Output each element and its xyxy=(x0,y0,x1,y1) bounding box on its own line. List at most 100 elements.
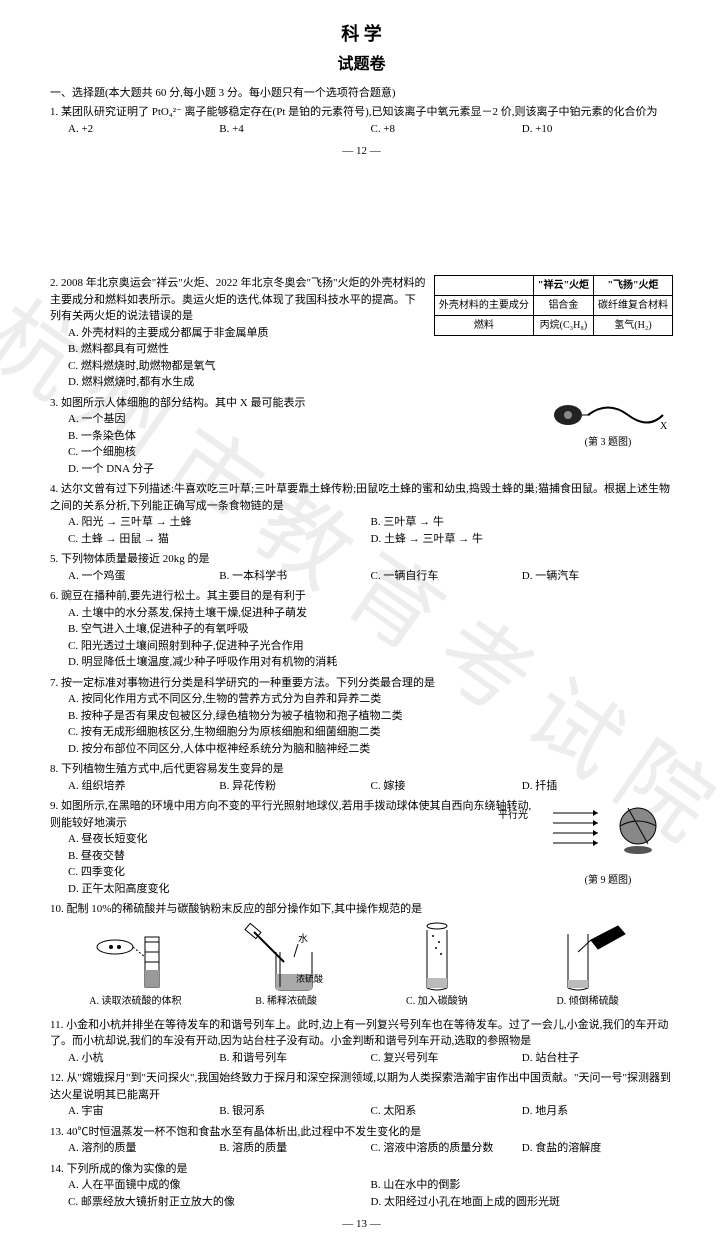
q2-r2c1: 燃料 xyxy=(434,316,533,336)
q12-opt-c: C. 太阳系 xyxy=(371,1103,522,1120)
q5-opt-d: D. 一辆汽车 xyxy=(522,568,673,585)
q6-opt-d: D. 明显降低土壤温度,减少种子呼吸作用对有机物的消耗 xyxy=(50,654,673,671)
q14-text: 14. 下列所成的像为实像的是 xyxy=(50,1163,188,1175)
q2-r1c1: 外壳材料的主要成分 xyxy=(434,296,533,316)
q10-opt-b: B. 稀释浓硫酸 xyxy=(211,994,362,1009)
q11-opt-c: C. 复兴号列车 xyxy=(371,1050,522,1067)
q6-opt-a: A. 土壤中的水分蒸发,保持土壤干燥,促进种子萌发 xyxy=(50,605,673,622)
q6-opt-b: B. 空气进入土壤,促进种子的有氧呼吸 xyxy=(50,621,673,638)
q2-r1c3: 碳纤维复合材料 xyxy=(594,296,673,316)
q10-fig-c: C. 加入碳酸钠 xyxy=(362,922,513,1009)
q7-opt-d: D. 按分布部位不同区分,人体中枢神经系统分为脑和脑神经二类 xyxy=(50,741,673,758)
q8-opt-a: A. 组织培养 xyxy=(68,778,219,795)
q12-text: 12. 从"嫦娥探月"到"天问探火",我国始终致力于探月和深空探测领域,以期为人… xyxy=(50,1072,671,1101)
q7-opt-c: C. 按有无成形细胞核区分,生物细胞分为原核细胞和细菌细胞二类 xyxy=(50,724,673,741)
question-2: "祥云"火炬 "飞扬"火炬 外壳材料的主要成分 铝合金 碳纤维复合材料 燃料 丙… xyxy=(50,275,673,391)
q5-opt-a: A. 一个鸡蛋 xyxy=(68,568,219,585)
q3-opt-d: D. 一个 DNA 分子 xyxy=(50,461,673,478)
q6-opt-c: C. 阳光透过土壤间照射到种子,促进种子光合作用 xyxy=(50,638,673,655)
q10-figures: A. 读取浓硫酸的体积 水 浓硫酸 B. 稀释浓硫酸 xyxy=(50,918,673,1013)
q9-label: 平行光 xyxy=(498,808,528,823)
q2-opt-c: C. 燃料燃烧时,助燃物都是氧气 xyxy=(50,358,673,375)
page-number-12: — 12 — xyxy=(50,145,673,157)
q8-opt-d: D. 扦插 xyxy=(522,778,673,795)
q7-opt-b: B. 按种子是否有果皮包被区分,绿色植物分为被子植物和孢子植物二类 xyxy=(50,708,673,725)
q5-text: 5. 下列物体质量最接近 20kg 的是 xyxy=(50,553,210,565)
q9-figure: 平行光 (第 9 题图) xyxy=(543,798,673,888)
q11-text: 11. 小金和小杭并排坐在等待发车的和谐号列车上。此时,边上有一列复兴号列车也在… xyxy=(50,1019,668,1048)
q14-opt-d: D. 太阳经过小孔在地面上成的圆形光斑 xyxy=(371,1194,674,1211)
q13-opt-d: D. 食盐的溶解度 xyxy=(522,1140,673,1157)
q2-r2c2: 丙烷(C₃H₈) xyxy=(533,316,593,336)
q13-opt-c: C. 溶液中溶质的质量分数 xyxy=(371,1140,522,1157)
page-title: 科 学 xyxy=(50,20,673,46)
q12-opt-b: B. 银河系 xyxy=(219,1103,370,1120)
q4-opt-d: D. 土蜂 → 三叶草 → 牛 xyxy=(371,531,674,548)
question-3: X (第 3 题图) 3. 如图所示人体细胞的部分结构。其中 X 最可能表示 A… xyxy=(50,395,673,478)
q3-text: 3. 如图所示人体细胞的部分结构。其中 X 最可能表示 xyxy=(50,397,305,409)
q10-opt-c: C. 加入碳酸钠 xyxy=(362,994,513,1009)
question-7: 7. 按一定标准对事物进行分类是科学研究的一种重要方法。下列分类最合理的是 A.… xyxy=(50,675,673,758)
q13-opt-a: A. 溶剂的质量 xyxy=(68,1140,219,1157)
q11-opt-b: B. 和谐号列车 xyxy=(219,1050,370,1067)
svg-text:水: 水 xyxy=(298,933,308,945)
q1-opt-c: C. +8 xyxy=(371,121,522,138)
q4-opt-a: A. 阳光 → 三叶草 → 土蜂 xyxy=(68,514,371,531)
exam-page: 科 学 试题卷 一、选择题(本大题共 60 分,每小题 3 分。每小题只有一个选… xyxy=(0,0,723,1248)
page-subtitle: 试题卷 xyxy=(50,50,673,74)
q5-opt-c: C. 一辆自行车 xyxy=(371,568,522,585)
q2-opt-d: D. 燃料燃烧时,都有水生成 xyxy=(50,374,673,391)
q14-opt-c: C. 邮票经放大镜折射正立放大的像 xyxy=(68,1194,371,1211)
q9-text: 9. 如图所示,在黑暗的环境中用方向不变的平行光照射地球仪,若用手拨动球体使其自… xyxy=(50,800,531,829)
q10-opt-a: A. 读取浓硫酸的体积 xyxy=(60,994,211,1009)
question-9: 平行光 (第 9 题图) 9. 如图所示,在黑暗的环境中用方向不变的平行光照射地… xyxy=(50,798,673,897)
q1-opt-a: A. +2 xyxy=(68,121,219,138)
q4-opt-b: B. 三叶草 → 牛 xyxy=(371,514,674,531)
q4-opt-c: C. 土蜂 → 田鼠 → 猫 xyxy=(68,531,371,548)
q13-text: 13. 40℃时恒温蒸发一杯不饱和食盐水至有晶体析出,此过程中不发生变化的是 xyxy=(50,1126,421,1138)
q2-r1c2: 铝合金 xyxy=(533,296,593,316)
question-11: 11. 小金和小杭并排坐在等待发车的和谐号列车上。此时,边上有一列复兴号列车也在… xyxy=(50,1017,673,1067)
q1-opt-d: D. +10 xyxy=(522,121,673,138)
question-5: 5. 下列物体质量最接近 20kg 的是 A. 一个鸡蛋 B. 一本科学书 C.… xyxy=(50,551,673,584)
q2-text: 2. 2008 年北京奥运会"祥云"火炬、2022 年北京冬奥会"飞扬"火炬的外… xyxy=(50,277,425,322)
section-1-head: 一、选择题(本大题共 60 分,每小题 3 分。每小题只有一个选项符合题意) xyxy=(50,84,673,100)
q2-th1 xyxy=(434,276,533,296)
q10-opt-d: D. 倾倒稀硫酸 xyxy=(512,994,663,1009)
q14-opt-a: A. 人在平面镜中成的像 xyxy=(68,1177,371,1194)
q1-text: 1. 某团队研究证明了 PtO₄²⁻ 离子能够稳定存在(Pt 是铂的元素符号),… xyxy=(50,106,658,118)
q8-opt-b: B. 异花传粉 xyxy=(219,778,370,795)
q10-fig-a: A. 读取浓硫酸的体积 xyxy=(60,922,211,1009)
question-14: 14. 下列所成的像为实像的是 A. 人在平面镜中成的像 B. 山在水中的倒影 … xyxy=(50,1161,673,1211)
q14-opt-b: B. 山在水中的倒影 xyxy=(371,1177,674,1194)
q2-th2: "祥云"火炬 xyxy=(533,276,593,296)
q11-opt-a: A. 小杭 xyxy=(68,1050,219,1067)
question-8: 8. 下列植物生殖方式中,后代更容易发生变异的是 A. 组织培养 B. 异花传粉… xyxy=(50,761,673,794)
q2-th3: "飞扬"火炬 xyxy=(594,276,673,296)
q9-caption: (第 9 题图) xyxy=(543,873,673,888)
q8-text: 8. 下列植物生殖方式中,后代更容易发生变异的是 xyxy=(50,763,284,775)
q11-opt-d: D. 站台柱子 xyxy=(522,1050,673,1067)
q8-opt-c: C. 嫁接 xyxy=(371,778,522,795)
svg-text:X: X xyxy=(660,421,668,432)
q2-opt-b: B. 燃料都具有可燃性 xyxy=(50,341,673,358)
question-10: 10. 配制 10%的稀硫酸并与碳酸钠粉末反应的部分操作如下,其中操作规范的是 … xyxy=(50,901,673,1013)
q1-opt-b: B. +4 xyxy=(219,121,370,138)
question-1: 1. 某团队研究证明了 PtO₄²⁻ 离子能够稳定存在(Pt 是铂的元素符号),… xyxy=(50,104,673,137)
q6-text: 6. 豌豆在播种前,要先进行松土。其主要目的是有利于 xyxy=(50,590,306,602)
q10-text: 10. 配制 10%的稀硫酸并与碳酸钠粉末反应的部分操作如下,其中操作规范的是 xyxy=(50,903,422,915)
q13-opt-b: B. 溶质的质量 xyxy=(219,1140,370,1157)
q7-opt-a: A. 按同化作用方式不同区分,生物的营养方式分为自养和异养二类 xyxy=(50,691,673,708)
question-13: 13. 40℃时恒温蒸发一杯不饱和食盐水至有晶体析出,此过程中不发生变化的是 A… xyxy=(50,1124,673,1157)
page-number-13: — 13 — xyxy=(50,1218,673,1230)
question-12: 12. 从"嫦娥探月"到"天问探火",我国始终致力于探月和深空探测领域,以期为人… xyxy=(50,1070,673,1120)
q10-fig-b: 水 浓硫酸 B. 稀释浓硫酸 xyxy=(211,922,362,1009)
q2-r2c3: 氢气(H₂) xyxy=(594,316,673,336)
q12-opt-a: A. 宇宙 xyxy=(68,1103,219,1120)
q7-text: 7. 按一定标准对事物进行分类是科学研究的一种重要方法。下列分类最合理的是 xyxy=(50,677,435,689)
q2-table: "祥云"火炬 "飞扬"火炬 外壳材料的主要成分 铝合金 碳纤维复合材料 燃料 丙… xyxy=(434,275,673,336)
q3-caption: (第 3 题图) xyxy=(543,435,673,450)
q12-opt-d: D. 地月系 xyxy=(522,1103,673,1120)
q3-figure: X (第 3 题图) xyxy=(543,395,673,450)
q10-fig-d: D. 倾倒稀硫酸 xyxy=(512,922,663,1009)
